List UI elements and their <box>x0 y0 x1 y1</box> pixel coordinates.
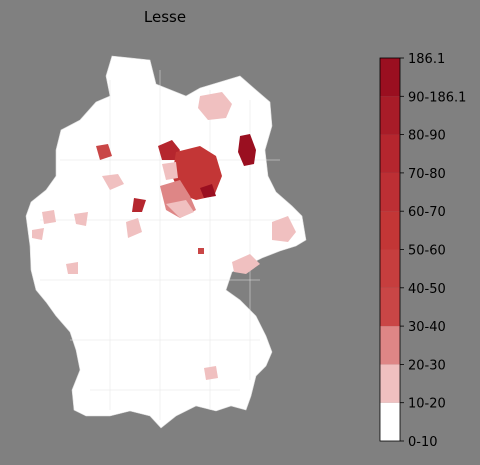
colorbar-segment <box>380 211 400 250</box>
colorbar-tick-label: 0-10 <box>408 435 438 450</box>
colorbar-tick-label: 186.1 <box>408 52 445 67</box>
colorbar-segment <box>380 249 400 288</box>
colorbar-tick-label: 50-60 <box>408 244 446 259</box>
colorbar-tick-label: 70-80 <box>408 167 446 182</box>
colorbar-segment <box>380 326 400 365</box>
colorbar-tick-label: 10-20 <box>408 397 446 412</box>
country-outline <box>25 55 307 429</box>
colorbar-segment <box>380 58 400 97</box>
colorbar-tick-label: 40-50 <box>408 282 446 297</box>
colorbar-segment <box>380 134 400 173</box>
colorbar-tick-label: 80-90 <box>408 129 446 144</box>
colorbar-segment <box>380 287 400 327</box>
map-title: Lesse <box>144 8 186 26</box>
colored-districts <box>32 92 296 380</box>
map <box>25 55 307 429</box>
colorbar-segment <box>380 364 400 403</box>
colorbar-segment <box>380 172 400 212</box>
colorbar-segment <box>380 96 400 135</box>
colorbar-tick-label: 20-30 <box>408 358 446 373</box>
colorbar-tick-label: 60-70 <box>408 205 446 220</box>
colorbar: 0-10 10-20 20-30 30-40 40-50 50-60 60-70 70-80 8… <box>379 52 466 450</box>
colorbar-tick-label: 90-186.1 <box>408 90 466 105</box>
colorbar-tick-label: 30-40 <box>408 320 446 335</box>
colorbar-segment <box>380 402 400 441</box>
